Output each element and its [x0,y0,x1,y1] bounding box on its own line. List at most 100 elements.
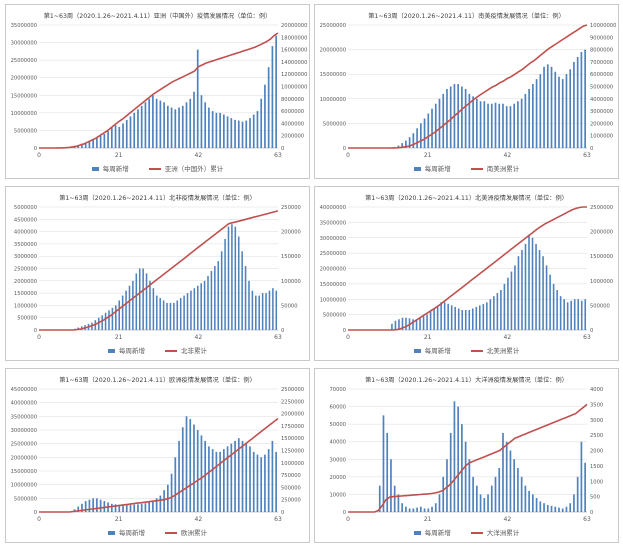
bar [196,285,199,330]
bar [251,290,254,330]
x-tick-label: 63 [583,334,591,341]
bar [193,91,195,148]
bar [215,451,218,512]
y-tick-label-right: 1250000 [281,449,304,455]
bar [393,485,396,512]
y-tick-label-right: 2500000 [281,387,304,393]
bar [152,288,155,330]
bar [208,446,210,512]
bar [245,120,248,148]
bar [196,430,199,512]
x-tick-label: 21 [424,334,432,341]
bar [114,504,117,512]
y-tick-label-right: 16000000 [281,48,307,54]
legend-item-weekly: 每周新增 [413,163,451,173]
x-tick-label: 0 [37,152,41,159]
y-tick-label-left: 1500000 [14,291,37,297]
bar [186,293,189,330]
bar [77,506,80,512]
y-tick-label-left: 35000000 [11,414,37,420]
y-tick-label-left: 2500000 [14,267,37,273]
legend-label-weekly: 每周新增 [118,529,145,537]
bar [524,485,527,512]
bar [122,505,124,512]
bar [510,271,513,330]
y-tick-label-right: 9000000 [590,35,613,41]
y-tick-label-left: 15000000 [11,93,37,99]
bar [155,498,158,512]
x-tick-label: 42 [504,334,512,341]
bar [275,451,277,512]
bar [220,251,223,330]
bar [546,64,549,148]
y-tick-label-right: 0 [590,510,593,516]
bar [520,98,523,148]
bar [570,300,572,330]
bar [84,142,87,148]
bar [174,109,177,148]
bar [231,224,233,330]
legend-swatch-bar [91,167,99,171]
bar [170,107,173,148]
bar [524,93,527,148]
y-tick-label-right: 3500 [590,402,603,408]
legend-item-cumulative: 南美洲累计 [470,163,519,173]
bar [103,133,106,148]
bar [426,314,428,330]
bar [394,320,397,330]
cumulative-line [348,403,588,513]
bar [566,302,569,330]
bar [138,268,141,330]
cumulative-line [348,24,588,149]
bar [502,103,504,148]
bar [479,494,482,512]
legend-item-weekly: 每周新增 [413,527,451,537]
bar [125,505,128,512]
bar [275,35,277,148]
bar [88,499,91,512]
y-tick-label-left: 20000000 [320,267,346,273]
y-tick-label-right: 2000000 [590,121,613,127]
bar [214,266,216,330]
bar [565,506,568,512]
bar [81,143,83,148]
legend: 每周新增 欧洲累计 [6,527,309,537]
bar [531,237,534,330]
bar [96,498,98,512]
bar [174,457,177,512]
bar [217,261,220,330]
cumulative-line [39,417,279,513]
bar [524,243,527,330]
y-tick-label-right: 1000000 [281,461,304,467]
bar [129,504,132,512]
bar [554,506,557,512]
legend-item-cumulative: 欧洲累计 [165,527,207,537]
bar [156,295,158,330]
bar [249,118,251,148]
bar [412,133,415,148]
legend-label-weekly: 每周新增 [424,347,451,355]
bar [502,432,504,512]
bar [244,266,247,330]
bar [475,485,478,512]
panel-asia: 第1~63周（2020.1.26~2021.4.11）亚洲（中国外）疫情发展情况… [5,4,310,179]
bar [110,127,113,148]
legend: 每周新增 北非累计 [6,345,309,355]
bar [159,100,162,148]
y-tick-label-left: 45000000 [11,387,37,393]
chart-svg: 0500000010000000150000002000000025000000… [11,23,308,159]
y-tick-label-right: 4000000 [590,97,613,103]
y-tick-label-left: 5000000 [323,313,346,319]
bar [498,103,501,148]
bar [204,102,207,148]
bar [107,131,109,148]
bar [528,234,530,330]
bar [108,310,110,330]
y-tick-label-left: 1000000 [14,303,37,309]
y-tick-label-left: 0 [343,146,346,152]
panel-europe: 第1~63周（2020.1.26~2021.4.11）欧洲疫情发展情况（单位：例… [5,368,310,543]
bar [449,86,452,148]
y-tick-label-right: 500000 [281,485,301,491]
bar [208,107,210,148]
bar [503,283,506,330]
